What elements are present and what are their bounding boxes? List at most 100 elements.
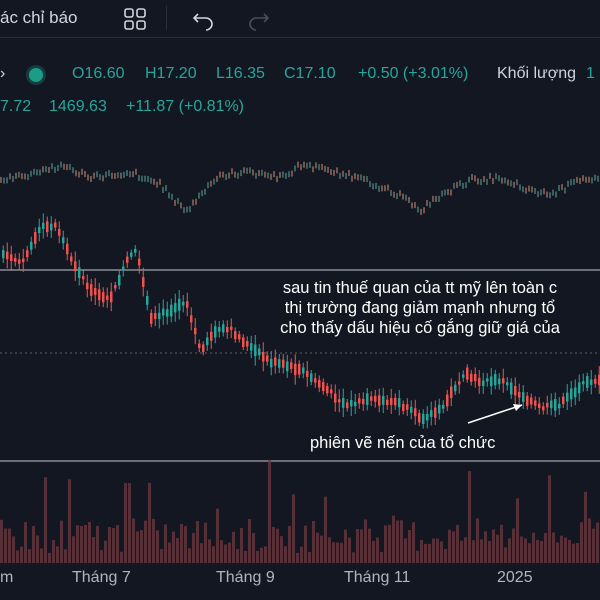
candle-body — [138, 258, 141, 266]
arrow-head-icon — [513, 404, 522, 411]
volume-bar — [136, 531, 139, 563]
arrow-annotation-text[interactable]: phiên vẽ nến của tổ chức — [310, 434, 496, 452]
candle-body — [510, 382, 513, 395]
annotation-arrow[interactable] — [467, 404, 523, 424]
x-axis-label: Tháng 7 — [72, 569, 131, 586]
index-change: +11.87 (+0.81%) — [126, 98, 245, 115]
volume-bar — [568, 539, 571, 563]
candle-body — [294, 363, 297, 376]
volume-bar — [32, 526, 35, 563]
volume-bar — [404, 538, 407, 563]
volume-bar — [356, 528, 359, 563]
volume-bar — [16, 550, 19, 563]
top-toolbar: ác chỉ báo — [0, 0, 600, 38]
volume-bar — [140, 530, 143, 563]
candle-body — [338, 399, 341, 403]
low-value: L16.35 — [216, 65, 265, 82]
volume-bar — [344, 529, 347, 563]
candle-body — [558, 403, 561, 409]
candle-body — [2, 250, 5, 259]
candle-body — [590, 379, 593, 385]
volume-bar — [92, 537, 95, 563]
candle-body — [102, 292, 105, 303]
redo-icon[interactable] — [246, 6, 272, 32]
volume-bar — [108, 526, 111, 563]
candle-body — [370, 396, 373, 401]
volume-bar — [100, 550, 103, 563]
volume-bar — [588, 518, 591, 563]
candle-body — [586, 376, 589, 388]
index-value: 1469.63 — [49, 98, 107, 115]
candle-body — [466, 367, 469, 380]
volume-bar — [96, 525, 99, 563]
x-axis-label: Tháng 9 — [216, 569, 275, 586]
candle-body — [226, 326, 229, 333]
candle-body — [162, 308, 165, 316]
candle-body — [574, 387, 577, 398]
candle-body — [258, 348, 261, 356]
candle-body — [14, 258, 17, 262]
volume-bar — [192, 532, 195, 563]
candle-body — [310, 373, 313, 382]
volume-bar — [556, 542, 559, 563]
candle-body — [478, 377, 481, 386]
candle-body — [126, 256, 129, 263]
candle-body — [582, 381, 585, 385]
candle-body — [150, 312, 153, 324]
volume-bar — [592, 528, 595, 563]
indicators-button[interactable]: ác chỉ báo — [0, 8, 78, 27]
undo-icon[interactable] — [190, 6, 216, 32]
volume-bar — [380, 551, 383, 563]
candle-body — [530, 397, 533, 405]
candle-body — [538, 403, 541, 409]
candle-body — [326, 385, 329, 394]
volume-bar — [464, 537, 467, 563]
volume-bar — [56, 546, 59, 563]
candle-body — [122, 266, 125, 271]
volume-bar — [472, 540, 475, 563]
candle-body — [474, 373, 477, 382]
candle-body — [78, 267, 81, 278]
candle-body — [522, 392, 525, 402]
open-value: O16.60 — [72, 65, 125, 82]
volume-bar — [160, 549, 163, 563]
volume-bar — [412, 522, 415, 563]
candle-body — [330, 389, 333, 394]
volume-bar — [284, 546, 287, 563]
candle-body — [30, 241, 33, 250]
volume-bar — [208, 539, 211, 563]
candle-body — [298, 363, 301, 375]
volume-bar — [148, 482, 151, 563]
candle-body — [462, 374, 465, 378]
volume-bar — [44, 477, 47, 563]
volume-bar — [128, 483, 131, 563]
layout-grid-icon[interactable] — [122, 6, 148, 32]
candle-body — [434, 407, 437, 418]
candle-body — [182, 301, 185, 306]
candle-body — [346, 402, 349, 409]
annotation-text[interactable]: sau tin thuế quan của tt mỹ lên toàn c t… — [240, 278, 600, 338]
volume-bar — [320, 535, 323, 563]
volume-bar — [0, 519, 3, 563]
candle-body — [130, 252, 133, 257]
volume-bar — [240, 527, 243, 563]
volume-bar — [348, 537, 351, 563]
candle-body — [562, 396, 565, 405]
candle-body — [518, 391, 521, 398]
volume-bar — [456, 524, 459, 563]
volume-bar — [440, 541, 443, 563]
candle-body — [550, 400, 553, 409]
volume-bar — [236, 549, 239, 563]
volume-bar — [460, 540, 463, 563]
volume-bar — [476, 518, 479, 563]
volume-bar — [468, 471, 471, 563]
candle-body — [318, 379, 321, 388]
volume-bar — [68, 479, 71, 563]
candle-body — [206, 337, 209, 346]
volume-bar — [40, 548, 43, 563]
candle-body — [502, 378, 505, 384]
volume-bar — [120, 551, 123, 563]
candle-body — [158, 312, 161, 320]
candle-body — [366, 393, 369, 405]
